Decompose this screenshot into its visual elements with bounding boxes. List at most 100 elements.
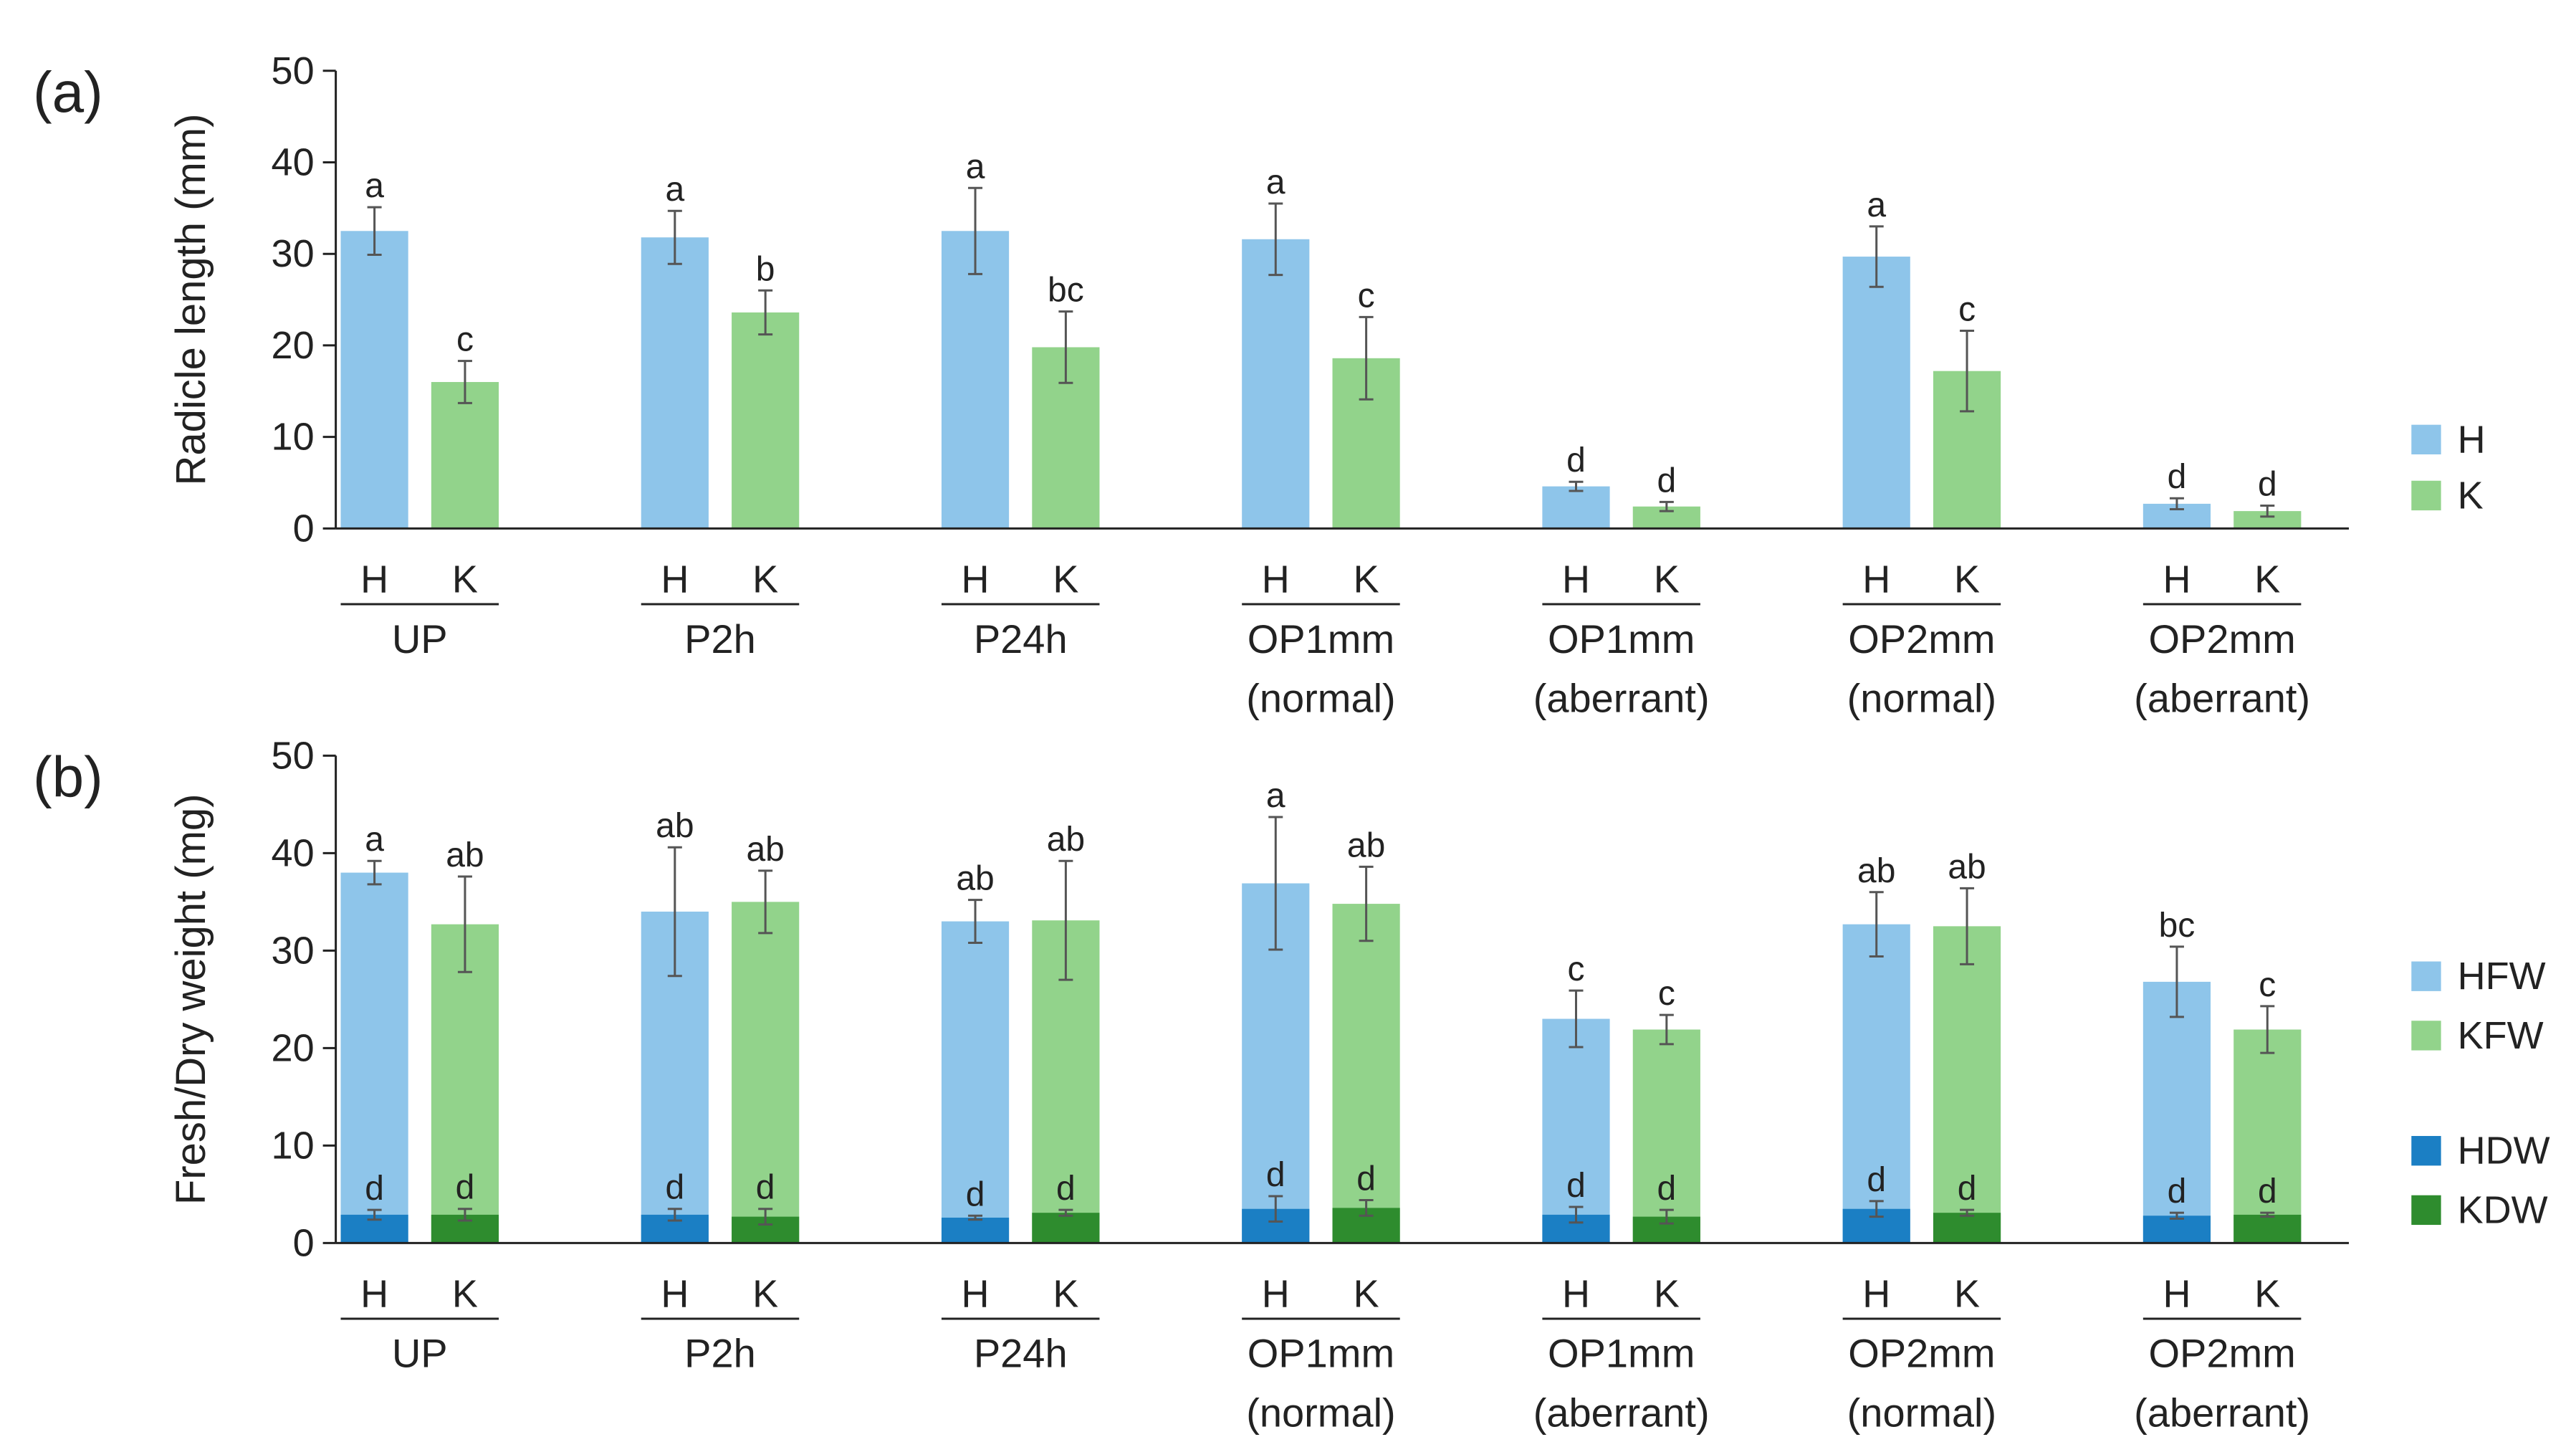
legend-label-hfw: HFW bbox=[2458, 955, 2546, 998]
x-genotype-label: H bbox=[1562, 1273, 1590, 1316]
y-tick-label: 10 bbox=[272, 416, 315, 459]
bar-hfw-6 bbox=[1842, 924, 1910, 1243]
x-genotype-label: H bbox=[1862, 1273, 1890, 1316]
legend: HK bbox=[2411, 418, 2486, 517]
x-genotype-label: K bbox=[2254, 558, 2280, 601]
legend-swatch-h bbox=[2411, 424, 2441, 455]
x-genotype-label: K bbox=[752, 558, 778, 601]
y-tick-label: 40 bbox=[272, 140, 315, 183]
bar-kfw-6 bbox=[1933, 926, 2001, 1243]
significance-letter: d bbox=[2258, 465, 2277, 503]
legend-label-kdw: KDW bbox=[2458, 1188, 2548, 1231]
legend-label-h: H bbox=[2458, 418, 2486, 461]
significance-letter: a bbox=[1867, 186, 1886, 224]
significance-letter: c bbox=[1958, 291, 1976, 329]
bar-kdw-6 bbox=[1933, 1213, 2001, 1243]
bar-hfw-3 bbox=[941, 921, 1010, 1243]
significance-letter: a bbox=[365, 821, 384, 859]
group-label: OP1mm bbox=[1548, 616, 1695, 662]
significance-letter: ab bbox=[1347, 826, 1385, 864]
legend-swatch-kdw bbox=[2411, 1195, 2441, 1226]
x-genotype-label: K bbox=[1053, 558, 1078, 601]
bar-kfw-7 bbox=[2233, 1029, 2302, 1243]
bar-h-5 bbox=[1542, 486, 1610, 529]
bar-hfw-1 bbox=[340, 872, 408, 1243]
significance-letter: d bbox=[456, 1169, 475, 1207]
group-label: OP1mm bbox=[1248, 616, 1394, 662]
significance-letter: d bbox=[1566, 1167, 1586, 1205]
group-sublabel: (normal) bbox=[1246, 1390, 1395, 1435]
bar-kdw-7 bbox=[2233, 1214, 2302, 1243]
bar-hfw-5 bbox=[1542, 1018, 1610, 1243]
significance-letter: a bbox=[1266, 777, 1285, 815]
x-genotype-label: K bbox=[1654, 558, 1680, 601]
chart-panel-b: (b)Fresh/Dry weight (mg)01020304050adHab… bbox=[33, 734, 2550, 1435]
legend: HFW KFW HDW KDW bbox=[2411, 955, 2550, 1231]
significance-letter: ab bbox=[1047, 821, 1085, 859]
x-genotype-label: H bbox=[962, 1273, 990, 1316]
group-sublabel: (normal) bbox=[1847, 675, 1996, 720]
x-genotype-label: K bbox=[1654, 1273, 1680, 1316]
x-genotype-label: K bbox=[1954, 1273, 1980, 1316]
y-tick-label: 50 bbox=[272, 49, 315, 92]
group-sublabel: (normal) bbox=[1246, 675, 1395, 720]
bar-k-2 bbox=[732, 312, 800, 529]
x-genotype-label: H bbox=[661, 1273, 689, 1316]
panel-label: (a) bbox=[33, 60, 103, 124]
group-sublabel: (aberrant) bbox=[2134, 1390, 2310, 1435]
significance-letter: c bbox=[2259, 966, 2276, 1004]
significance-letter: c bbox=[1358, 277, 1375, 315]
y-axis-title: Fresh/Dry weight (mg) bbox=[168, 794, 214, 1205]
significance-letter: bc bbox=[1048, 272, 1084, 310]
legend-swatch-kfw bbox=[2411, 1021, 2441, 1051]
significance-letter: d bbox=[665, 1169, 684, 1207]
significance-letter: d bbox=[1056, 1170, 1076, 1208]
group-label: P24h bbox=[974, 616, 1068, 662]
bar-kfw-4 bbox=[1332, 904, 1400, 1243]
y-tick-label: 0 bbox=[293, 507, 315, 550]
significance-letter: a bbox=[1266, 163, 1285, 201]
x-genotype-label: H bbox=[1262, 558, 1290, 601]
x-genotype-label: H bbox=[661, 558, 689, 601]
significance-letter: d bbox=[1867, 1161, 1886, 1199]
x-genotype-label: H bbox=[1262, 1273, 1290, 1316]
x-genotype-label: H bbox=[1562, 558, 1590, 601]
group-sublabel: (aberrant) bbox=[2134, 675, 2310, 720]
group-label: OP2mm bbox=[1848, 1331, 1995, 1376]
significance-letter: ab bbox=[1948, 848, 1986, 886]
y-axis-title: Radicle length (mm) bbox=[168, 114, 214, 486]
y-tick-label: 40 bbox=[272, 831, 315, 874]
significance-letter: b bbox=[756, 250, 775, 288]
chart-panel-a: (a)Radicle length (mm)01020304050aHcKUPa… bbox=[33, 49, 2486, 721]
x-genotype-label: H bbox=[962, 558, 990, 601]
bar-k-1 bbox=[431, 382, 499, 529]
group-label: UP bbox=[392, 616, 448, 662]
panel-label: (b) bbox=[33, 745, 103, 809]
significance-letter: c bbox=[1658, 975, 1675, 1013]
significance-letter: c bbox=[456, 321, 474, 359]
significance-letter: ab bbox=[746, 831, 784, 869]
legend-label-hdw: HDW bbox=[2458, 1130, 2550, 1173]
legend-swatch-hdw bbox=[2411, 1136, 2441, 1166]
bar-hfw-7 bbox=[2142, 981, 2211, 1243]
significance-letter: d bbox=[1657, 1170, 1676, 1208]
significance-letter: d bbox=[2168, 458, 2187, 496]
bar-h-1 bbox=[340, 231, 408, 529]
significance-letter: ab bbox=[446, 836, 484, 874]
group-sublabel: (normal) bbox=[1847, 1390, 1996, 1435]
x-genotype-label: K bbox=[1354, 558, 1379, 601]
bar-hdw-3 bbox=[941, 1217, 1010, 1243]
significance-letter: ab bbox=[1857, 852, 1895, 890]
significance-letter: d bbox=[2168, 1173, 2187, 1211]
x-genotype-label: K bbox=[452, 558, 478, 601]
y-tick-label: 30 bbox=[272, 232, 315, 275]
significance-letter: a bbox=[665, 171, 684, 209]
x-genotype-label: H bbox=[360, 558, 388, 601]
x-genotype-label: H bbox=[2163, 1273, 2190, 1316]
significance-letter: d bbox=[1266, 1156, 1285, 1194]
significance-letter: d bbox=[1566, 441, 1586, 479]
x-genotype-label: K bbox=[1954, 558, 1980, 601]
x-genotype-label: H bbox=[360, 1273, 388, 1316]
bar-kfw-2 bbox=[732, 902, 800, 1243]
